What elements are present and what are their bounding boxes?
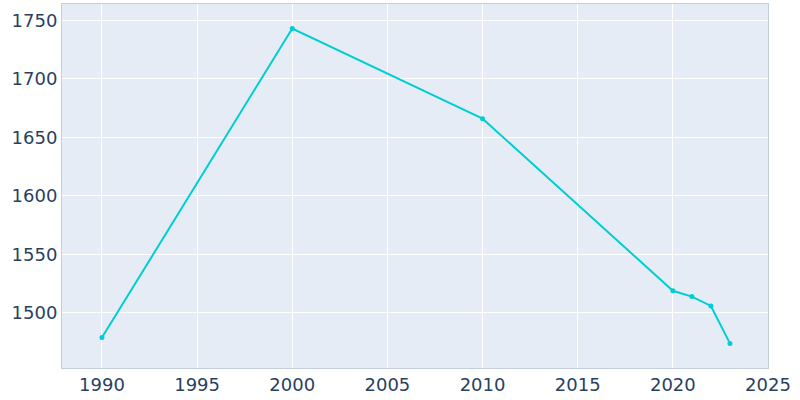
svg-text:2025: 2025 <box>745 374 791 395</box>
svg-text:2005: 2005 <box>365 374 411 395</box>
svg-text:2015: 2015 <box>555 374 601 395</box>
svg-text:1650: 1650 <box>12 127 58 148</box>
svg-text:1990: 1990 <box>79 374 125 395</box>
svg-text:1500: 1500 <box>12 302 58 323</box>
svg-text:1750: 1750 <box>12 10 58 31</box>
svg-text:2010: 2010 <box>460 374 506 395</box>
svg-text:1995: 1995 <box>174 374 220 395</box>
svg-text:1550: 1550 <box>12 244 58 265</box>
svg-text:1600: 1600 <box>12 185 58 206</box>
svg-text:2020: 2020 <box>650 374 696 395</box>
svg-text:2000: 2000 <box>269 374 315 395</box>
svg-text:1700: 1700 <box>12 68 58 89</box>
